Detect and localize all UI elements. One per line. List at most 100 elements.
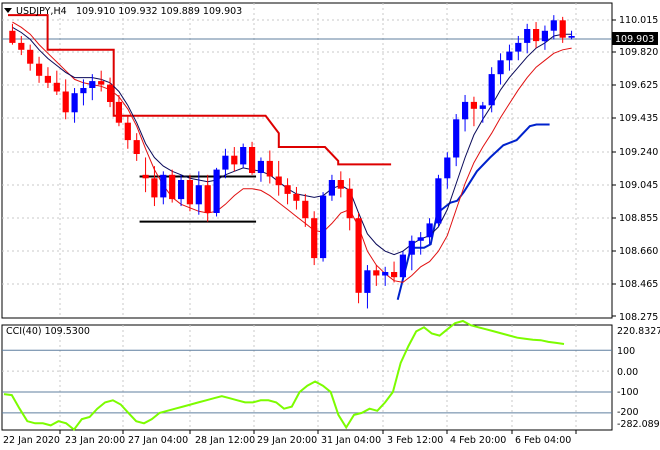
candle-body [435, 178, 442, 224]
candle [435, 174, 442, 227]
candle [337, 171, 344, 198]
rectangle-object[interactable] [139, 175, 257, 223]
candle-body [426, 223, 433, 238]
current-price-tag [612, 32, 658, 45]
candle-body [169, 174, 176, 200]
candle-body [124, 122, 131, 141]
candle [497, 53, 504, 85]
time-axis: 22 Jan 2020 23 Jan 20:00 27 Jan 04:00 28… [3, 435, 571, 446]
candle [178, 174, 185, 207]
candle [533, 22, 540, 49]
candle [9, 23, 16, 45]
candle-body [533, 29, 540, 42]
time-tick: 28 Jan 12:00 [195, 435, 255, 446]
candle [275, 160, 282, 196]
candle-body [444, 157, 451, 179]
ma-fast-path [12, 26, 572, 256]
candle [479, 101, 486, 123]
candle-body [80, 88, 87, 94]
candle [18, 35, 25, 56]
candle-body [133, 140, 140, 154]
candle [559, 16, 566, 43]
support-line-red [8, 14, 392, 166]
time-tick: 6 Feb 04:00 [515, 435, 571, 446]
price-tick: 109.240 [619, 147, 658, 158]
candle [364, 265, 371, 309]
candle [222, 148, 229, 179]
candle-body [115, 101, 122, 123]
time-tick: 27 Jan 04:00 [128, 435, 188, 446]
price-tick: 108.855 [619, 213, 658, 224]
candle [36, 56, 43, 83]
candle [98, 70, 105, 92]
cci-tick: -200 [617, 407, 639, 418]
candle-body [142, 174, 149, 179]
current-price-label: 109.903 [615, 34, 654, 45]
candle-body [293, 193, 300, 201]
price-panel-frame [1, 2, 613, 319]
candle-body [506, 51, 513, 61]
candle-body [284, 185, 291, 194]
candle [62, 79, 69, 120]
candle [124, 115, 131, 149]
candle [160, 171, 167, 205]
candle-body [160, 174, 167, 198]
candle [257, 157, 264, 182]
time-tick: 29 Jan 20:00 [257, 435, 317, 446]
candle-body [550, 20, 557, 31]
candle [133, 133, 140, 161]
candle [426, 218, 433, 245]
candle-body [213, 169, 220, 213]
candle [302, 193, 309, 227]
moving-average-fast [12, 26, 572, 256]
candle [399, 251, 406, 281]
candle-body [320, 195, 327, 259]
candle-body [399, 254, 406, 278]
candle-body [266, 160, 273, 177]
candle-body [346, 188, 353, 219]
candle-body [222, 155, 229, 170]
candle-body [462, 101, 469, 120]
price-axis: 110.015 109.820 109.625 109.435 109.240 … [619, 15, 658, 323]
candle [488, 67, 495, 113]
candle-body [541, 30, 548, 42]
candle [44, 67, 51, 89]
candle [462, 94, 469, 132]
candle-body [231, 155, 238, 165]
candle [186, 174, 193, 212]
candle-body [328, 180, 335, 196]
price-tick: 108.275 [619, 312, 658, 323]
candle-body [98, 81, 105, 85]
candle-body [275, 176, 282, 186]
candle [151, 166, 158, 207]
candle [115, 94, 122, 127]
price-tick: 110.015 [619, 15, 658, 26]
candle-body [408, 240, 415, 255]
time-tick: 3 Feb 12:00 [387, 435, 443, 446]
candle [373, 265, 380, 286]
time-tick: 22 Jan 2020 [3, 435, 60, 446]
candle-body [44, 75, 51, 83]
candle-body [107, 84, 114, 102]
candle-body [453, 119, 460, 158]
candle [328, 174, 335, 201]
time-tick: 4 Feb 20:00 [450, 435, 506, 446]
support-blue-path [396, 123, 550, 301]
candle [204, 174, 211, 222]
time-tick: 31 Jan 04:00 [321, 435, 381, 446]
candle-body [27, 49, 34, 64]
candle [408, 235, 415, 271]
dropdown-triangle-icon[interactable] [4, 8, 12, 13]
cci-tick: -100 [617, 387, 639, 398]
candle-body [53, 82, 60, 92]
candle [515, 35, 522, 61]
candle-body [257, 160, 264, 173]
price-tick: 109.045 [619, 180, 658, 191]
candle-body [515, 42, 522, 52]
candle [444, 152, 451, 189]
candle [142, 157, 149, 193]
candle [550, 15, 557, 40]
candle [249, 141, 256, 175]
price-tick: 109.820 [619, 47, 658, 58]
